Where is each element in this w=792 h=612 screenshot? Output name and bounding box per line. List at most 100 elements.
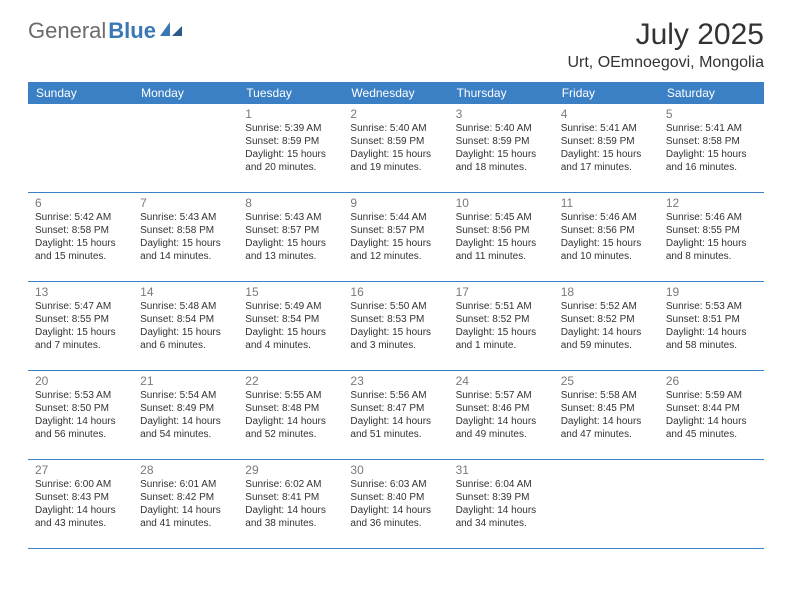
sunset-text: Sunset: 8:57 PM <box>350 224 441 237</box>
sunset-text: Sunset: 8:58 PM <box>666 135 757 148</box>
logo-sail-icon <box>160 20 186 43</box>
calendar-day: 7Sunrise: 5:43 AMSunset: 8:58 PMDaylight… <box>133 193 238 281</box>
sunset-text: Sunset: 8:59 PM <box>456 135 547 148</box>
daylight-text: Daylight: 14 hours and 51 minutes. <box>350 415 441 441</box>
sunset-text: Sunset: 8:55 PM <box>35 313 126 326</box>
day-header: Saturday <box>659 82 764 104</box>
sunset-text: Sunset: 8:42 PM <box>140 491 231 504</box>
daylight-text: Daylight: 15 hours and 18 minutes. <box>456 148 547 174</box>
daylight-text: Daylight: 14 hours and 56 minutes. <box>35 415 126 441</box>
sunset-text: Sunset: 8:47 PM <box>350 402 441 415</box>
calendar-day: 19Sunrise: 5:53 AMSunset: 8:51 PMDayligh… <box>659 282 764 370</box>
sunrise-text: Sunrise: 5:49 AM <box>245 300 336 313</box>
calendar-day: 10Sunrise: 5:45 AMSunset: 8:56 PMDayligh… <box>449 193 554 281</box>
sunset-text: Sunset: 8:54 PM <box>245 313 336 326</box>
daylight-text: Daylight: 15 hours and 17 minutes. <box>561 148 652 174</box>
sunrise-text: Sunrise: 5:50 AM <box>350 300 441 313</box>
daylight-text: Daylight: 14 hours and 45 minutes. <box>666 415 757 441</box>
daylight-text: Daylight: 15 hours and 6 minutes. <box>140 326 231 352</box>
daylight-text: Daylight: 14 hours and 54 minutes. <box>140 415 231 441</box>
title-block: July 2025 Urt, OEmnoegovi, Mongolia <box>567 18 764 72</box>
day-number: 6 <box>35 196 126 210</box>
day-number: 21 <box>140 374 231 388</box>
calendar-day: 25Sunrise: 5:58 AMSunset: 8:45 PMDayligh… <box>554 371 659 459</box>
daylight-text: Daylight: 14 hours and 58 minutes. <box>666 326 757 352</box>
day-number: 15 <box>245 285 336 299</box>
day-number: 8 <box>245 196 336 210</box>
day-number: 14 <box>140 285 231 299</box>
calendar-day: 30Sunrise: 6:03 AMSunset: 8:40 PMDayligh… <box>343 460 448 548</box>
location-text: Urt, OEmnoegovi, Mongolia <box>567 54 764 72</box>
sunrise-text: Sunrise: 5:41 AM <box>561 122 652 135</box>
sunset-text: Sunset: 8:58 PM <box>35 224 126 237</box>
calendar-day <box>133 104 238 192</box>
daylight-text: Daylight: 15 hours and 20 minutes. <box>245 148 336 174</box>
daylight-text: Daylight: 14 hours and 47 minutes. <box>561 415 652 441</box>
calendar-day: 20Sunrise: 5:53 AMSunset: 8:50 PMDayligh… <box>28 371 133 459</box>
calendar-day: 18Sunrise: 5:52 AMSunset: 8:52 PMDayligh… <box>554 282 659 370</box>
daylight-text: Daylight: 15 hours and 19 minutes. <box>350 148 441 174</box>
sunset-text: Sunset: 8:50 PM <box>35 402 126 415</box>
sunset-text: Sunset: 8:39 PM <box>456 491 547 504</box>
sunset-text: Sunset: 8:59 PM <box>561 135 652 148</box>
sunset-text: Sunset: 8:54 PM <box>140 313 231 326</box>
daylight-text: Daylight: 14 hours and 36 minutes. <box>350 504 441 530</box>
sunset-text: Sunset: 8:59 PM <box>350 135 441 148</box>
day-number: 17 <box>456 285 547 299</box>
sunset-text: Sunset: 8:52 PM <box>561 313 652 326</box>
sunset-text: Sunset: 8:57 PM <box>245 224 336 237</box>
day-number: 10 <box>456 196 547 210</box>
day-number: 29 <box>245 463 336 477</box>
sunset-text: Sunset: 8:41 PM <box>245 491 336 504</box>
header: General Blue July 2025 Urt, OEmnoegovi, … <box>28 18 764 72</box>
day-number: 25 <box>561 374 652 388</box>
sunset-text: Sunset: 8:48 PM <box>245 402 336 415</box>
calendar-day: 29Sunrise: 6:02 AMSunset: 8:41 PMDayligh… <box>238 460 343 548</box>
sunset-text: Sunset: 8:45 PM <box>561 402 652 415</box>
sunrise-text: Sunrise: 6:04 AM <box>456 478 547 491</box>
logo-text-2: Blue <box>108 18 156 44</box>
daylight-text: Daylight: 14 hours and 52 minutes. <box>245 415 336 441</box>
calendar-day: 21Sunrise: 5:54 AMSunset: 8:49 PMDayligh… <box>133 371 238 459</box>
day-number: 22 <box>245 374 336 388</box>
day-header: Tuesday <box>238 82 343 104</box>
sunset-text: Sunset: 8:40 PM <box>350 491 441 504</box>
calendar-day: 24Sunrise: 5:57 AMSunset: 8:46 PMDayligh… <box>449 371 554 459</box>
logo: General Blue <box>28 18 186 44</box>
sunrise-text: Sunrise: 6:03 AM <box>350 478 441 491</box>
sunset-text: Sunset: 8:56 PM <box>456 224 547 237</box>
calendar-week: 13Sunrise: 5:47 AMSunset: 8:55 PMDayligh… <box>28 282 764 371</box>
sunrise-text: Sunrise: 5:52 AM <box>561 300 652 313</box>
day-number: 20 <box>35 374 126 388</box>
daylight-text: Daylight: 14 hours and 43 minutes. <box>35 504 126 530</box>
sunrise-text: Sunrise: 5:41 AM <box>666 122 757 135</box>
sunrise-text: Sunrise: 6:01 AM <box>140 478 231 491</box>
month-title: July 2025 <box>567 18 764 52</box>
calendar-day: 14Sunrise: 5:48 AMSunset: 8:54 PMDayligh… <box>133 282 238 370</box>
calendar-day: 31Sunrise: 6:04 AMSunset: 8:39 PMDayligh… <box>449 460 554 548</box>
sunrise-text: Sunrise: 5:56 AM <box>350 389 441 402</box>
sunrise-text: Sunrise: 5:40 AM <box>456 122 547 135</box>
calendar-week: 27Sunrise: 6:00 AMSunset: 8:43 PMDayligh… <box>28 460 764 549</box>
calendar-week: 6Sunrise: 5:42 AMSunset: 8:58 PM Daylight… <box>28 193 764 282</box>
daylight-text: Daylight: 15 hours and 12 minutes. <box>350 237 441 263</box>
daylight-text: Daylight: 15 hours and 13 minutes. <box>245 237 336 263</box>
calendar-day: 23Sunrise: 5:56 AMSunset: 8:47 PMDayligh… <box>343 371 448 459</box>
sunrise-text: Sunrise: 5:43 AM <box>245 211 336 224</box>
day-number: 26 <box>666 374 757 388</box>
sunset-text: Sunset: 8:43 PM <box>35 491 126 504</box>
calendar-week: 1Sunrise: 5:39 AMSunset: 8:59 PMDaylight… <box>28 104 764 193</box>
daylight-text: Daylight: 15 hours and 14 minutes. <box>140 237 231 263</box>
calendar-day: 2Sunrise: 5:40 AMSunset: 8:59 PMDaylight… <box>343 104 448 192</box>
day-number: 18 <box>561 285 652 299</box>
sunrise-text: Sunrise: 5:42 AM <box>35 211 126 224</box>
calendar-day <box>659 460 764 548</box>
day-number: 7 <box>140 196 231 210</box>
daylight-text: Daylight: 14 hours and 49 minutes. <box>456 415 547 441</box>
sunset-text: Sunset: 8:52 PM <box>456 313 547 326</box>
sunset-text: Sunset: 8:51 PM <box>666 313 757 326</box>
sunset-text: Sunset: 8:49 PM <box>140 402 231 415</box>
sunset-text: Sunset: 8:44 PM <box>666 402 757 415</box>
calendar-day <box>28 104 133 192</box>
calendar-day: 16Sunrise: 5:50 AMSunset: 8:53 PMDayligh… <box>343 282 448 370</box>
